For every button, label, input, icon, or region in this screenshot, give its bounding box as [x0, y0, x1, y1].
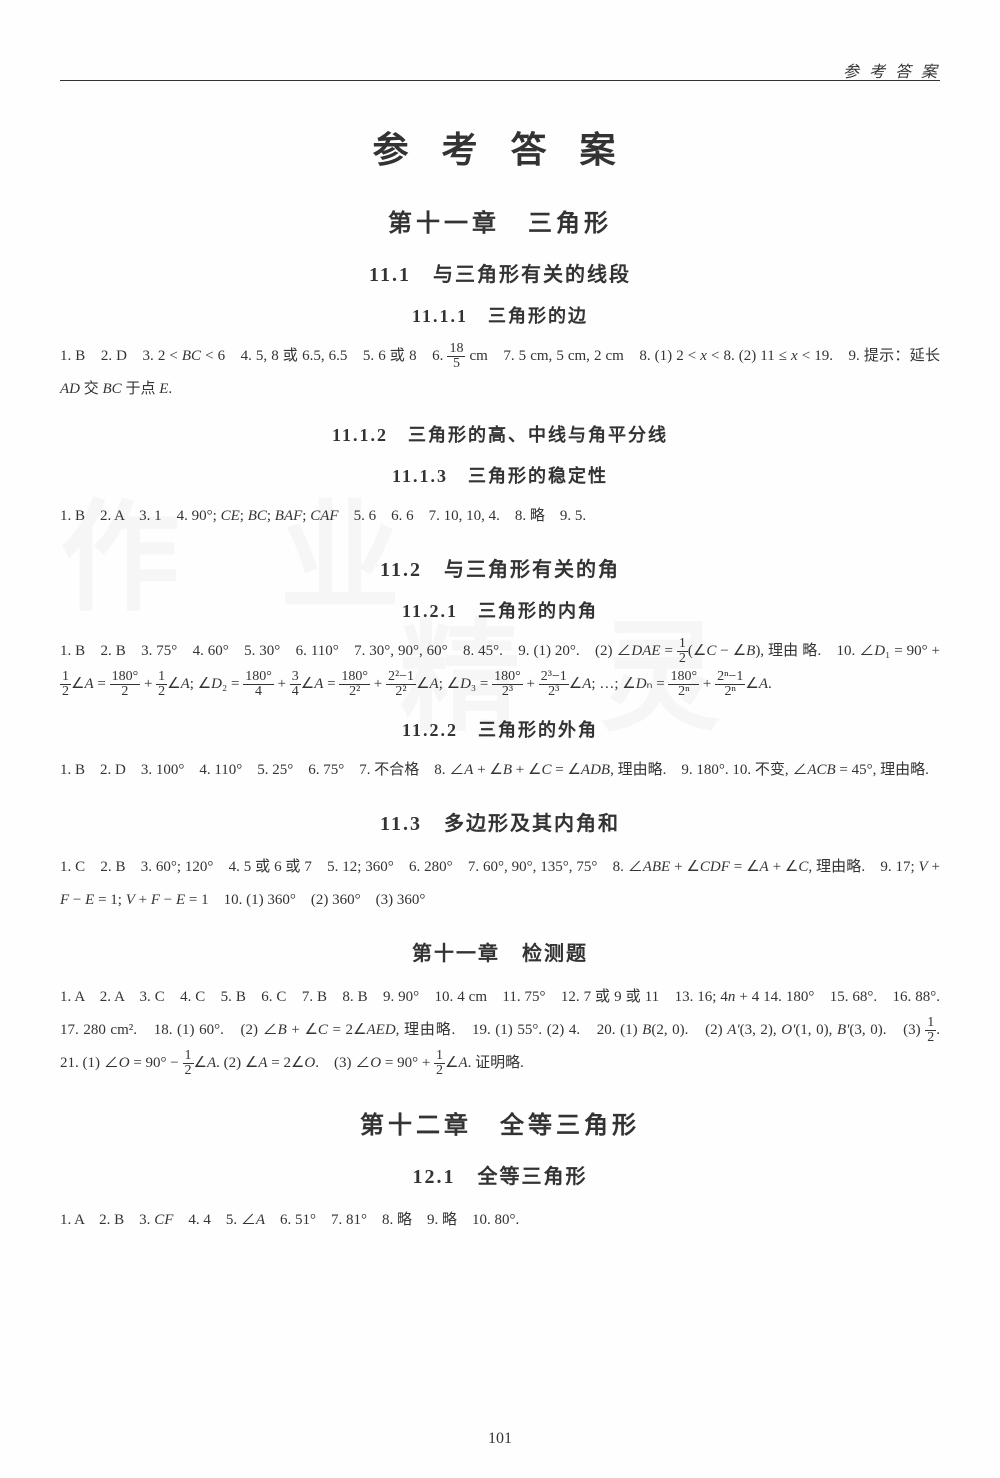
section-title: 12.1 全等三角形: [60, 1160, 940, 1189]
header-rule: 参 考 答 案: [60, 80, 940, 81]
section-title: 第十一章 检测题: [60, 937, 940, 966]
subsection-title: 11.1.2 三角形的高、中线与角平分线: [60, 421, 940, 447]
answer-text: 1. C 2. B 3. 60°; 120° 4. 5 或 6 或 7 5. 1…: [60, 851, 940, 917]
subsection-title: 11.2.1 三角形的内角: [60, 597, 940, 623]
section-title: 11.1 与三角形有关的线段: [60, 258, 940, 287]
header-label: 参 考 答 案: [843, 58, 940, 82]
page-title: 参 考 答 案: [60, 121, 940, 173]
subsection-title: 11.2.2 三角形的外角: [60, 716, 940, 742]
answer-text: 1. A 2. B 3. CF 4. 4 5. ∠A 6. 51° 7. 81°…: [60, 1204, 940, 1237]
chapter-title: 第十二章 全等三角形: [60, 1105, 940, 1140]
answer-text: 1. B 2. D 3. 100° 4. 110° 5. 25° 6. 75° …: [60, 754, 940, 787]
subsection-title: 11.1.3 三角形的稳定性: [60, 462, 940, 488]
chapter-title: 第十一章 三角形: [60, 203, 940, 238]
page-number: 101: [0, 1430, 1000, 1448]
answer-text: 1. B 2. A 3. 1 4. 90°; CE; BC; BAF; CAF …: [60, 500, 940, 533]
answer-text: 1. B 2. D 3. 2 < BC < 6 4. 5, 8 或 6.5, 6…: [60, 340, 940, 406]
section-title: 11.3 多边形及其内角和: [60, 807, 940, 836]
section-title: 11.2 与三角形有关的角: [60, 553, 940, 582]
answer-text: 1. A 2. A 3. C 4. C 5. B 6. C 7. B 8. B …: [60, 981, 940, 1080]
answer-text: 1. B 2. B 3. 75° 4. 60° 5. 30° 6. 110° 7…: [60, 635, 940, 701]
subsection-title: 11.1.1 三角形的边: [60, 302, 940, 328]
